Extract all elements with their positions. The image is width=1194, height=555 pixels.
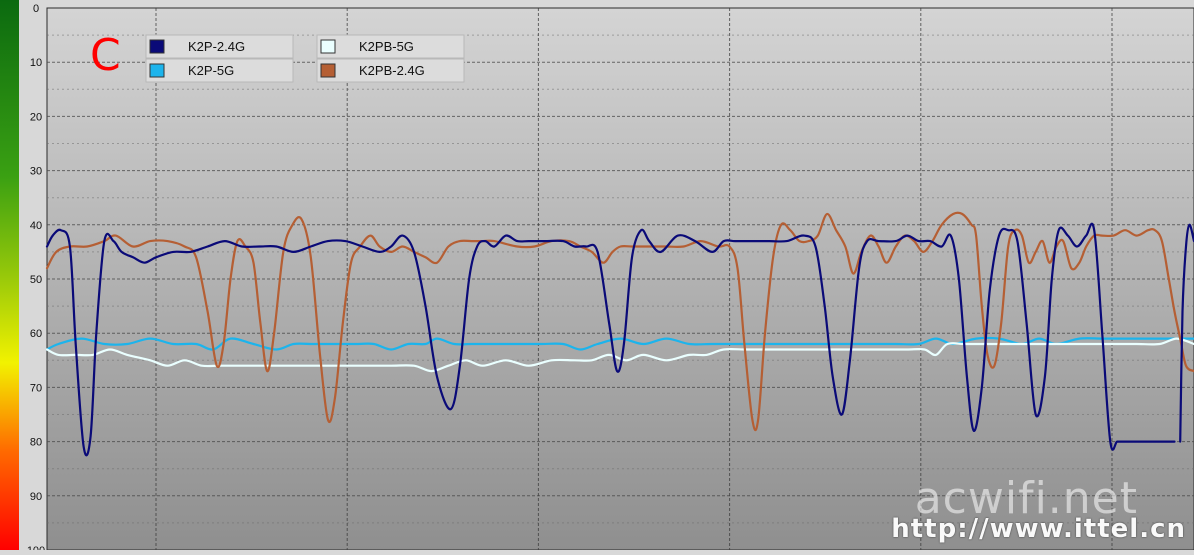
- color-gauge-bar: [0, 0, 19, 550]
- legend-item-k2pb-5g: [316, 34, 465, 59]
- y-tick-label: 80: [30, 437, 42, 449]
- watermark-top: acwifi.net: [914, 473, 1138, 524]
- watermark-bottom: http://www.ittel.cn: [891, 514, 1186, 544]
- y-tick-label: 50: [30, 274, 42, 286]
- y-tick-label: 20: [30, 111, 42, 123]
- y-tick-label: 0: [33, 3, 39, 15]
- series-line-k2p-5g: [45, 336, 1194, 351]
- legend-label-k2pb-5g: K2PB-5G: [359, 39, 414, 54]
- y-tick-label: 100: [27, 545, 45, 550]
- series-line-k2pb-2-4g: [45, 211, 1194, 432]
- legend-swatch-k2pb-2-4g: [320, 63, 336, 78]
- series-line-k2pb-5g: [45, 337, 1194, 373]
- legend-label-k2pb-2-4g: K2PB-2.4G: [359, 63, 425, 78]
- legend-swatch-k2p-2-4g: [149, 39, 165, 54]
- legend-label-k2p-2-4g: K2P-2.4G: [188, 39, 245, 54]
- y-tick-label: 70: [30, 382, 42, 394]
- axis-label-area: [19, 0, 47, 550]
- y-tick-label: 90: [30, 491, 42, 503]
- legend-label-k2p-5g: K2P-5G: [188, 63, 234, 78]
- grid-lines: [47, 8, 1194, 550]
- series-lines: [45, 211, 1194, 457]
- y-tick-label: 30: [30, 166, 42, 178]
- series-line-k2p-2-4g: [45, 222, 1194, 457]
- panel-label: C: [90, 30, 121, 81]
- legend-item-k2p-2-4g: [145, 34, 294, 59]
- y-tick-label: 60: [30, 328, 42, 340]
- legend-item-k2p-5g: [145, 58, 294, 83]
- legend-swatch-k2pb-5g: [320, 39, 336, 54]
- legend-item-k2pb-2-4g: [316, 58, 465, 83]
- y-tick-label: 10: [30, 57, 42, 69]
- y-tick-label: 40: [30, 220, 42, 232]
- legend: K2P-2.4G K2P-5G K2PB-5G K2PB-2.4G: [145, 34, 465, 83]
- legend-swatch-k2p-5g: [149, 63, 165, 78]
